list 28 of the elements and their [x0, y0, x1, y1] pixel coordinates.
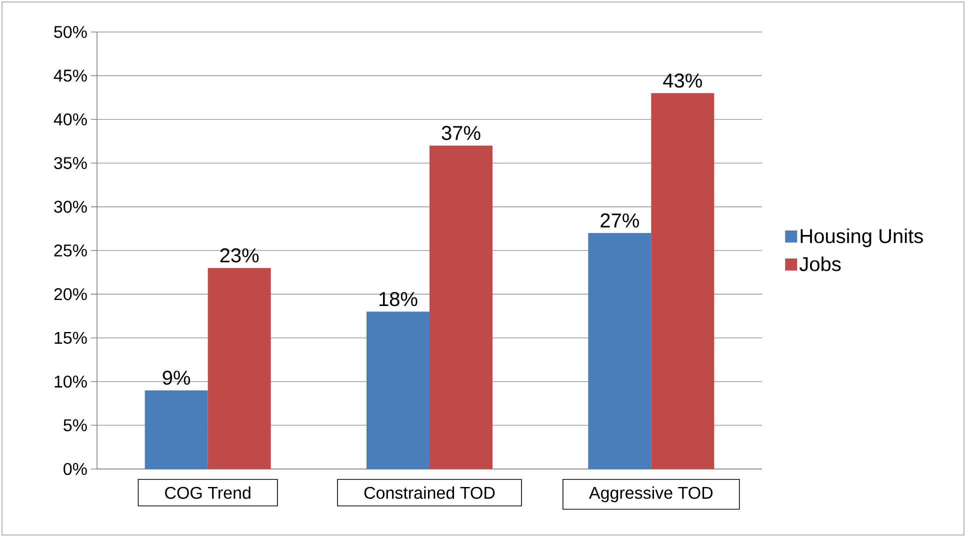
y-tick-label: 25%: [54, 244, 87, 257]
y-tick-label: 35%: [54, 157, 87, 170]
bar: [208, 268, 271, 469]
data-label: 18%: [380, 292, 418, 306]
y-tick-label: 10%: [54, 376, 87, 388]
bar: [651, 93, 714, 469]
data-label: 27%: [600, 213, 639, 228]
bar: [366, 312, 430, 469]
y-tick-label: 40%: [54, 113, 87, 126]
bar: [588, 233, 652, 469]
x-tick-label: COG Trend: [165, 486, 250, 499]
y-tick-label: 50%: [54, 26, 87, 38]
legend-label: Housing Units: [800, 228, 923, 248]
x-tick-label: Constrained TOD: [364, 486, 495, 499]
y-tick-label: 45%: [54, 70, 87, 82]
bar: [430, 146, 493, 469]
y-tick-label: 5%: [64, 419, 87, 432]
y-tick-label: 0%: [64, 462, 87, 476]
data-label: 9%: [162, 370, 190, 385]
legend-label: Jobs: [799, 256, 841, 272]
y-tick-label: 30%: [54, 200, 87, 213]
y-tick-label: 20%: [54, 288, 87, 300]
bar: [144, 390, 208, 469]
data-label: 23%: [220, 248, 259, 262]
data-label: 37%: [442, 126, 480, 140]
data-label: 43%: [663, 73, 702, 88]
y-tick-label: 15%: [54, 332, 87, 344]
x-tick-label: Aggressive TOD: [589, 486, 713, 502]
